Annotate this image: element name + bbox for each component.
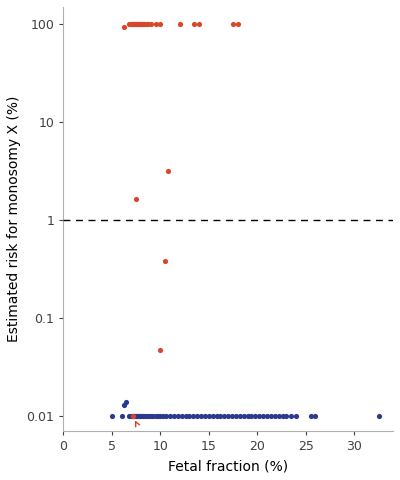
Point (244, 412, 251, 420)
Point (190, 412, 196, 420)
Point (178, 412, 185, 420)
Point (123, 398, 130, 406)
Point (272, 412, 278, 420)
Point (194, 412, 200, 420)
Point (191, 20, 198, 28)
Point (252, 412, 258, 420)
Point (144, 20, 151, 28)
Point (126, 20, 132, 28)
Point (225, 412, 232, 420)
X-axis label: Fetal fraction (%): Fetal fraction (%) (168, 459, 288, 473)
Point (142, 412, 148, 420)
Point (240, 412, 247, 420)
Point (196, 20, 202, 28)
Point (140, 412, 146, 420)
Point (248, 412, 255, 420)
Point (144, 412, 150, 420)
Point (130, 412, 136, 420)
Point (140, 20, 146, 28)
Point (312, 412, 319, 420)
Point (260, 412, 266, 420)
Point (163, 412, 169, 420)
Point (135, 20, 141, 28)
Point (128, 412, 134, 420)
Point (150, 412, 156, 420)
Point (136, 412, 142, 420)
Point (221, 412, 228, 420)
Point (264, 412, 270, 420)
Point (133, 195, 139, 203)
Point (120, 401, 127, 409)
Point (155, 412, 162, 420)
Point (135, 412, 141, 420)
Point (256, 412, 262, 420)
Point (109, 412, 115, 420)
Point (230, 20, 236, 28)
Point (235, 20, 241, 28)
Point (129, 20, 136, 28)
Point (128, 20, 134, 28)
Point (126, 412, 132, 420)
Point (167, 412, 173, 420)
Point (120, 24, 127, 31)
Point (133, 20, 139, 28)
Point (176, 20, 183, 28)
Point (152, 412, 159, 420)
Point (160, 412, 166, 420)
Point (129, 412, 136, 420)
Y-axis label: Estimated risk for monosomy X (%): Estimated risk for monosomy X (%) (7, 96, 21, 342)
Point (138, 20, 144, 28)
Point (146, 412, 152, 420)
Point (134, 412, 140, 420)
Point (118, 412, 125, 420)
Point (202, 412, 208, 420)
Point (141, 20, 147, 28)
Point (237, 412, 243, 420)
Point (143, 20, 149, 28)
Point (276, 412, 282, 420)
Point (175, 412, 181, 420)
Point (206, 412, 212, 420)
Point (148, 20, 154, 28)
Point (148, 412, 154, 420)
Point (186, 412, 193, 420)
Point (229, 412, 235, 420)
Point (130, 412, 136, 420)
Point (132, 20, 138, 28)
Point (134, 20, 140, 28)
Point (157, 412, 164, 420)
Point (139, 20, 145, 28)
Point (198, 412, 204, 420)
Point (217, 412, 224, 420)
Point (132, 412, 138, 420)
Point (182, 412, 189, 420)
Point (137, 20, 143, 28)
Point (157, 346, 164, 353)
Point (210, 412, 216, 420)
Point (268, 412, 274, 420)
Point (136, 20, 142, 28)
Point (279, 412, 286, 420)
Point (137, 412, 143, 420)
Point (131, 20, 137, 28)
Point (138, 412, 144, 420)
Point (152, 20, 159, 28)
Point (131, 412, 137, 420)
Point (162, 258, 168, 265)
Point (130, 20, 136, 28)
Point (157, 20, 164, 28)
Point (283, 412, 290, 420)
Point (233, 412, 239, 420)
Point (308, 412, 314, 420)
Point (375, 412, 382, 420)
Point (288, 412, 294, 420)
Point (171, 412, 177, 420)
Point (293, 412, 299, 420)
Point (213, 412, 220, 420)
Point (165, 167, 171, 175)
Point (133, 412, 139, 420)
